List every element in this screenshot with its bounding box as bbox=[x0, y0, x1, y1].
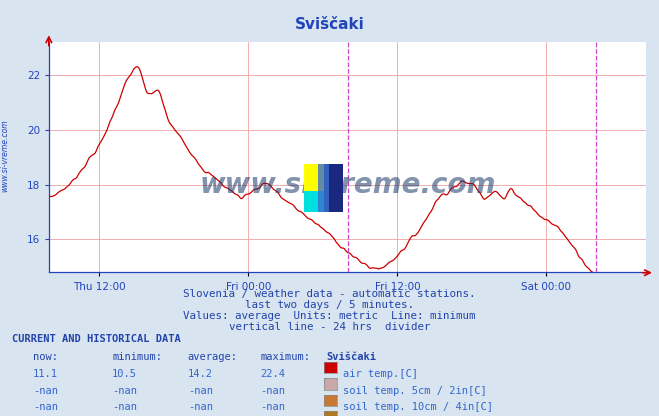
Text: -nan: -nan bbox=[260, 402, 285, 412]
Text: www.si-vreme.com: www.si-vreme.com bbox=[200, 171, 496, 199]
Bar bbox=[304, 191, 324, 212]
Text: -nan: -nan bbox=[260, 386, 285, 396]
Text: Values: average  Units: metric  Line: minimum: Values: average Units: metric Line: mini… bbox=[183, 311, 476, 321]
Text: Sviščaki: Sviščaki bbox=[295, 17, 364, 32]
Bar bbox=[324, 164, 343, 212]
Text: soil temp. 10cm / 4in[C]: soil temp. 10cm / 4in[C] bbox=[343, 402, 493, 412]
Text: -nan: -nan bbox=[188, 402, 213, 412]
Text: maximum:: maximum: bbox=[260, 352, 310, 362]
Text: -nan: -nan bbox=[112, 386, 137, 396]
Text: www.si-vreme.com: www.si-vreme.com bbox=[1, 120, 10, 192]
Text: 22.4: 22.4 bbox=[260, 369, 285, 379]
Text: air temp.[C]: air temp.[C] bbox=[343, 369, 418, 379]
Text: vertical line - 24 hrs  divider: vertical line - 24 hrs divider bbox=[229, 322, 430, 332]
Text: Slovenia / weather data - automatic stations.: Slovenia / weather data - automatic stat… bbox=[183, 289, 476, 299]
Text: -nan: -nan bbox=[112, 402, 137, 412]
Text: 14.2: 14.2 bbox=[188, 369, 213, 379]
Text: Sviščaki: Sviščaki bbox=[326, 352, 376, 362]
Text: now:: now: bbox=[33, 352, 58, 362]
Text: minimum:: minimum: bbox=[112, 352, 162, 362]
Text: CURRENT AND HISTORICAL DATA: CURRENT AND HISTORICAL DATA bbox=[12, 334, 181, 344]
Text: last two days / 5 minutes.: last two days / 5 minutes. bbox=[245, 300, 414, 310]
Polygon shape bbox=[318, 164, 330, 212]
Text: -nan: -nan bbox=[188, 386, 213, 396]
Text: -nan: -nan bbox=[33, 386, 58, 396]
Bar bbox=[304, 164, 324, 212]
Text: 10.5: 10.5 bbox=[112, 369, 137, 379]
Text: average:: average: bbox=[188, 352, 238, 362]
Text: -nan: -nan bbox=[33, 402, 58, 412]
Text: 11.1: 11.1 bbox=[33, 369, 58, 379]
Text: soil temp. 5cm / 2in[C]: soil temp. 5cm / 2in[C] bbox=[343, 386, 486, 396]
